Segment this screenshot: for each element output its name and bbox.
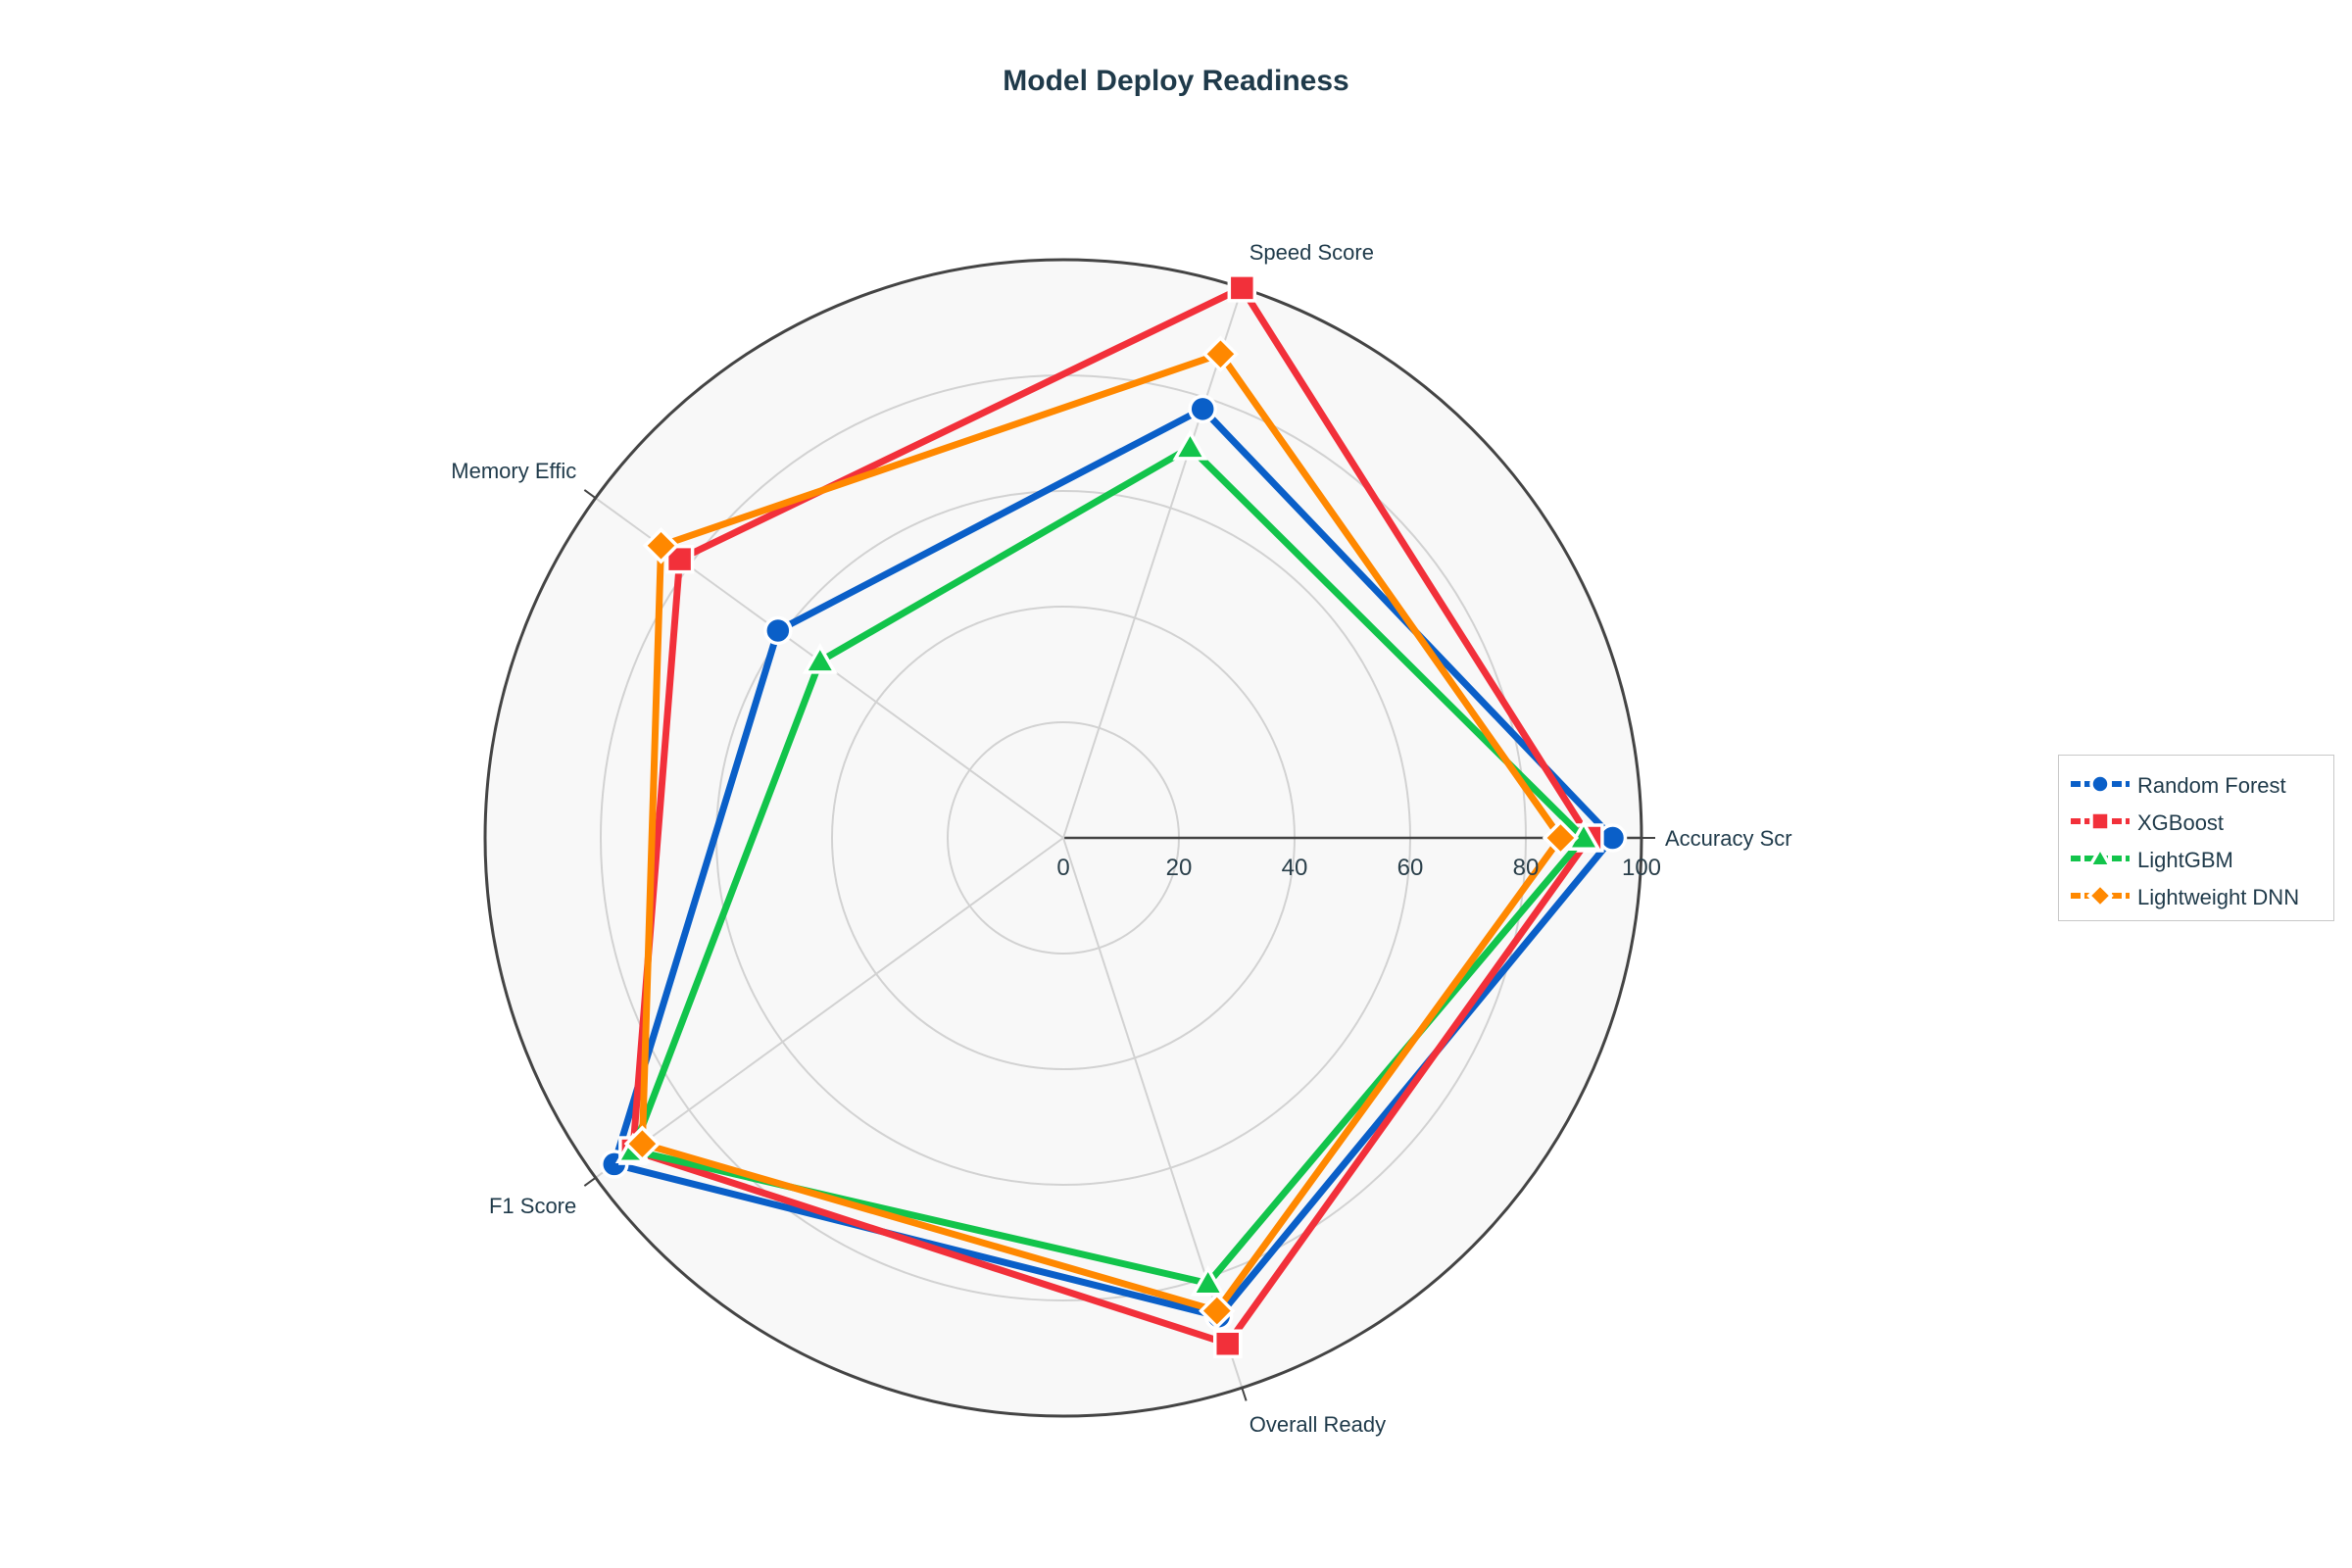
axis-tick-mark [583,1176,597,1187]
radial-tick-label: 80 [1513,855,1540,881]
radial-tick-label: 20 [1166,855,1193,881]
data-point [2086,883,2114,908]
data-point [1212,1329,1243,1358]
legend-item-lightgbm[interactable]: LightGBM [2059,842,2333,875]
data-point [1199,1292,1236,1330]
data-point [1542,819,1580,857]
data-point [802,643,838,674]
data-point [1172,429,1208,461]
data-point [623,1125,662,1162]
legend-label: Lightweight DNN [2137,885,2300,909]
legend-swatch [2071,883,2130,908]
series-line [611,405,1616,1320]
data-point [2086,846,2114,868]
radial-tick-label: 100 [1622,855,1661,881]
legend-label: Random Forest [2137,773,2286,798]
data-point [1190,1265,1226,1297]
data-point [2089,810,2111,832]
data-point [1201,335,1240,372]
axis-tick-mark [1241,1387,1248,1401]
legend-item-random-forest[interactable]: Random Forest [2059,767,2333,801]
axis-label: F1 Score [489,1194,576,1218]
axis-label: Overall Ready [1250,1412,1386,1437]
radial-tick-label: 0 [1056,855,1069,881]
radial-tick-labels: 0 20 40 60 80 100 [1056,855,1661,881]
spoke-1 [1062,287,1244,839]
legend-swatch [2071,810,2130,832]
series-lightweight-dnn [623,335,1580,1330]
legend-label: XGBoost [2137,810,2225,835]
data-point [1227,273,1257,303]
axis-label: Memory Effic [451,459,576,483]
series-lightgbm [614,429,1601,1297]
series-layer [600,273,1628,1358]
axis-label: Speed Score [1250,240,1374,265]
chart-title: Model Deploy Readiness [1003,65,1348,97]
legend-item-xgboost[interactable]: XGBoost [2059,805,2333,838]
spoke-4 [1062,837,1244,1389]
data-point [642,527,680,564]
series-line [638,350,1564,1315]
legend-swatch [2071,773,2130,795]
data-point [2089,773,2111,795]
spoke-3 [595,837,1064,1179]
radial-tick-label: 60 [1397,855,1424,881]
legend-label: LightGBM [2137,848,2233,872]
axis-label: Accuracy Scr [1665,826,1792,851]
series-line [629,444,1588,1288]
legend: Random Forest XGBoost LightGBM Lightweight … [2058,755,2334,921]
legend-item-lightweight-dnn[interactable]: Lightweight DNN [2059,879,2333,912]
radial-tick-label: 40 [1282,855,1308,881]
data-point [1188,394,1217,424]
series-line [629,284,1593,1348]
axis-tick-mark [583,489,597,500]
data-point [763,615,793,646]
legend-swatch [2071,846,2130,868]
